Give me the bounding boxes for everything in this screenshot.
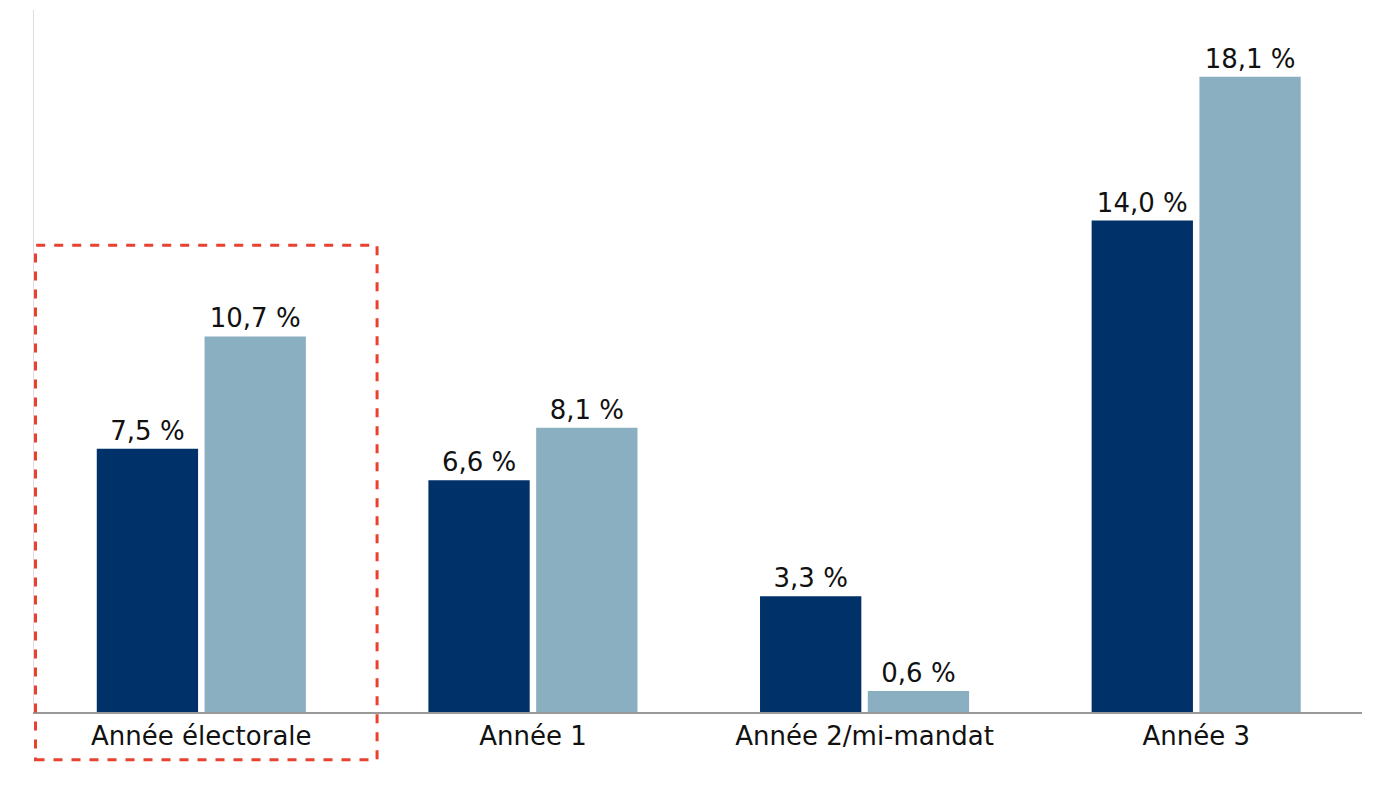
svg-text:6,6 %: 6,6 % [442, 447, 516, 477]
svg-text:14,0 %: 14,0 % [1097, 188, 1188, 218]
svg-text:18,1 %: 18,1 % [1205, 44, 1296, 74]
svg-text:Année 3: Année 3 [1142, 721, 1250, 751]
svg-text:Année 1: Année 1 [479, 721, 587, 751]
svg-text:10,7 %: 10,7 % [210, 303, 301, 333]
svg-text:8,1 %: 8,1 % [550, 395, 624, 425]
svg-text:Année 2/mi-mandat: Année 2/mi-mandat [735, 721, 994, 751]
svg-text:0,6 %: 0,6 % [881, 658, 955, 688]
svg-text:Année électorale: Année électorale [91, 721, 311, 751]
svg-text:3,3 %: 3,3 % [774, 563, 848, 593]
svg-text:7,5 %: 7,5 % [110, 416, 184, 446]
